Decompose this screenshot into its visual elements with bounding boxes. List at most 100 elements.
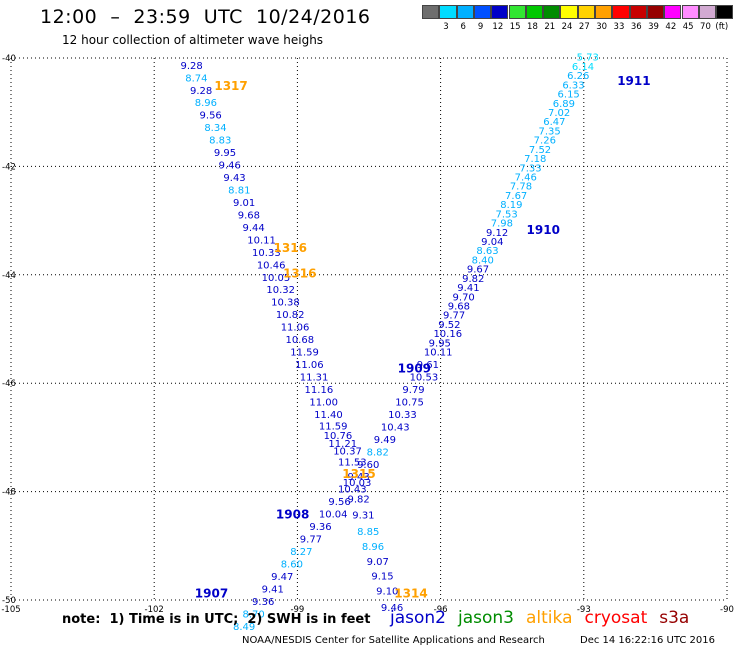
wave-height-value: 9.56 (328, 497, 350, 508)
colorbar-label: 15 (509, 22, 521, 32)
wave-height-value: 9.95 (429, 338, 451, 349)
wave-height-value: 7.35 (538, 126, 560, 137)
colorbar-swatch (508, 5, 526, 19)
wave-height-value: 11.16 (305, 385, 334, 396)
colorbar-label: 70 (700, 22, 711, 32)
track-label: 1317 (214, 79, 247, 93)
wave-height-value: 9.36 (309, 522, 331, 533)
wave-height-value: 8.96 (195, 98, 217, 109)
x-tick-label: -99 (290, 605, 304, 615)
colorbar-label: 6 (460, 22, 466, 32)
wave-height-value: 11.40 (314, 410, 343, 421)
wave-height-value: 8.40 (472, 255, 494, 266)
wave-height-value: 11.59 (290, 348, 319, 359)
colorbar-swatch (439, 5, 457, 19)
y-tick-label: -46 (2, 379, 16, 389)
wave-height-value: 10.53 (410, 372, 439, 383)
colorbar-swatch (612, 5, 630, 19)
y-tick-label: -44 (2, 271, 16, 281)
wave-height-value: 9.44 (243, 223, 265, 234)
wave-height-value: 9.61 (417, 360, 439, 371)
colorbar-swatch (716, 5, 734, 19)
colorbar-label: 45 (682, 22, 694, 32)
wave-height-value: 11.59 (319, 421, 348, 432)
track-label: 1315 (342, 467, 375, 481)
wave-height-value: 9.47 (271, 572, 293, 583)
wave-height-value: 6.33 (562, 80, 584, 91)
track-label: 1314 (394, 586, 427, 600)
y-tick-label: -50 (2, 596, 16, 606)
wave-height-value: 8.60 (281, 559, 303, 570)
wave-height-value: 9.95 (214, 148, 236, 159)
wave-height-value: 10.38 (271, 298, 300, 309)
x-tick-label: -96 (434, 605, 448, 615)
x-tick-label: -105 (1, 605, 20, 615)
wave-height-value: 11.06 (295, 360, 324, 371)
wave-height-value: 7.98 (491, 219, 513, 230)
colorbar-swatch (629, 5, 647, 19)
colorbar-label: 21 (544, 22, 556, 32)
colorbar-swatch (681, 5, 699, 19)
wave-height-value: 10.37 (333, 447, 362, 458)
y-tick-label: -48 (2, 488, 16, 498)
wave-height-value: 8.70 (243, 609, 265, 620)
wave-height-value: 7.46 (515, 172, 537, 183)
chart-title: 12:00 – 23:59 UTC 10/24/2016 (40, 6, 371, 28)
wave-height-value: 10.11 (424, 348, 453, 359)
wave-height-value: 9.28 (190, 86, 212, 97)
wave-height-value: 9.36 (252, 597, 274, 608)
wave-height-value: 9.31 (352, 511, 374, 522)
x-tick-label: -93 (577, 605, 591, 615)
colorbar-swatch (595, 5, 613, 19)
wave-height-value: 10.43 (381, 422, 410, 433)
wave-height-value: 9.15 (371, 571, 393, 582)
colorbar-swatch (560, 5, 578, 19)
wave-height-value: 7.53 (495, 209, 517, 220)
wave-height-value: 7.18 (524, 154, 546, 165)
colorbar-label: 30 (596, 22, 608, 32)
colorbar-swatch (543, 5, 561, 19)
wave-height-value: 11.06 (281, 323, 310, 334)
wave-height-value: 10.33 (252, 248, 281, 259)
wave-height-value: 6.14 (572, 62, 594, 73)
track-label: 1911 (617, 74, 650, 88)
wave-height-value: 10.75 (395, 397, 424, 408)
wave-height-value: 9.46 (381, 603, 403, 614)
colorbar: 3 6 9 12 15 18 21 24 27 30 33 36 39 42 45 70 (ft) (0, 0, 740, 40)
wave-height-value: 9.41 (457, 283, 479, 294)
wave-height-value: 10.76 (324, 431, 353, 442)
wave-height-value: 11.21 (328, 439, 357, 450)
generated-timestamp: Dec 14 16:22:16 UTC 2016 (580, 635, 715, 646)
colorbar-label: 42 (665, 22, 677, 32)
wave-height-value: 10.16 (433, 329, 462, 340)
footer-note: note: 1) Time is in UTC; 2) SWH is in fe… (62, 612, 371, 627)
colorbar-label: 9 (477, 22, 484, 32)
track-label: 1909 (398, 361, 431, 375)
wave-height-value: 7.78 (510, 182, 532, 193)
satellite-name: jason3 (458, 608, 514, 628)
wave-height-value: 10.46 (257, 260, 286, 271)
wave-height-value: 8.27 (290, 547, 312, 558)
wave-height-value: 10.43 (338, 485, 367, 496)
wave-height-value: 9.70 (453, 292, 475, 303)
colorbar-swatch (577, 5, 595, 19)
track-label: 1316 (283, 267, 316, 281)
colorbar-swatch (473, 5, 492, 19)
wave-height-value: 10.03 (343, 478, 372, 489)
satellite-name: s3a (659, 608, 690, 628)
colorbar-swatch (456, 5, 474, 19)
colorbar-swatch (646, 5, 665, 19)
wave-height-value: 9.10 (376, 587, 398, 598)
wave-height-value: 8.83 (209, 136, 231, 147)
wave-height-value: 10.05 (262, 273, 291, 284)
wave-height-value: 9.60 (357, 460, 379, 471)
wave-height-value: 10.04 (319, 510, 348, 521)
wave-height-value: 8.74 (185, 73, 207, 84)
wave-height-value: 9.12 (486, 228, 508, 239)
wave-height-value: 8.96 (362, 542, 384, 553)
wave-height-value: 11.31 (300, 372, 329, 383)
wave-height-value: 8.81 (228, 186, 250, 197)
track-label: 1907 (195, 586, 228, 600)
wave-height-value: 6.15 (558, 90, 580, 101)
wave-height-value: 10.68 (285, 335, 314, 346)
